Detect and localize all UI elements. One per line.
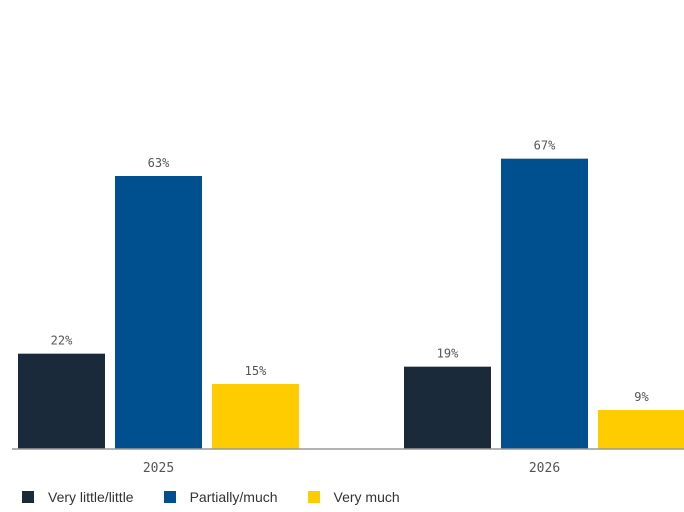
legend-item-1: Very little/little <box>22 489 134 505</box>
bar-2026-3 <box>598 410 684 449</box>
bar-2025-2 <box>115 176 202 449</box>
legend-label: Very much <box>333 489 400 505</box>
bar-2026-1 <box>404 366 491 449</box>
bar-value-label: 19% <box>437 347 459 361</box>
legend-swatch <box>163 491 176 503</box>
x-tick-label: 2026 <box>529 461 560 476</box>
bar-value-label: 15% <box>245 364 267 378</box>
legend-item-3: Very much <box>307 489 400 505</box>
legend-item-2: Partially/much <box>163 489 278 505</box>
x-tick-label: 2025 <box>143 461 174 476</box>
legend-label: Partially/much <box>189 489 278 505</box>
bars-layer <box>18 158 684 449</box>
bar-value-label: 63% <box>148 156 170 170</box>
bar-2025-1 <box>18 353 105 449</box>
legend-swatch <box>22 491 34 503</box>
bar-value-label: 22% <box>51 334 73 348</box>
bar-value-label: 67% <box>534 139 556 153</box>
bar-2026-2 <box>501 158 588 449</box>
legend-swatch <box>307 491 320 503</box>
x-tick-labels-layer: 2025 2026 <box>143 461 560 476</box>
legend-label: Very little/little <box>48 489 134 505</box>
bar-value-label: 9% <box>634 390 649 404</box>
bar-2025-3 <box>212 384 299 449</box>
bar-labels-layer: 22% 63% 15% 19% 67% 9% <box>51 139 650 404</box>
chart-legend: Very little/little Partially/much Very muc… <box>22 489 430 505</box>
